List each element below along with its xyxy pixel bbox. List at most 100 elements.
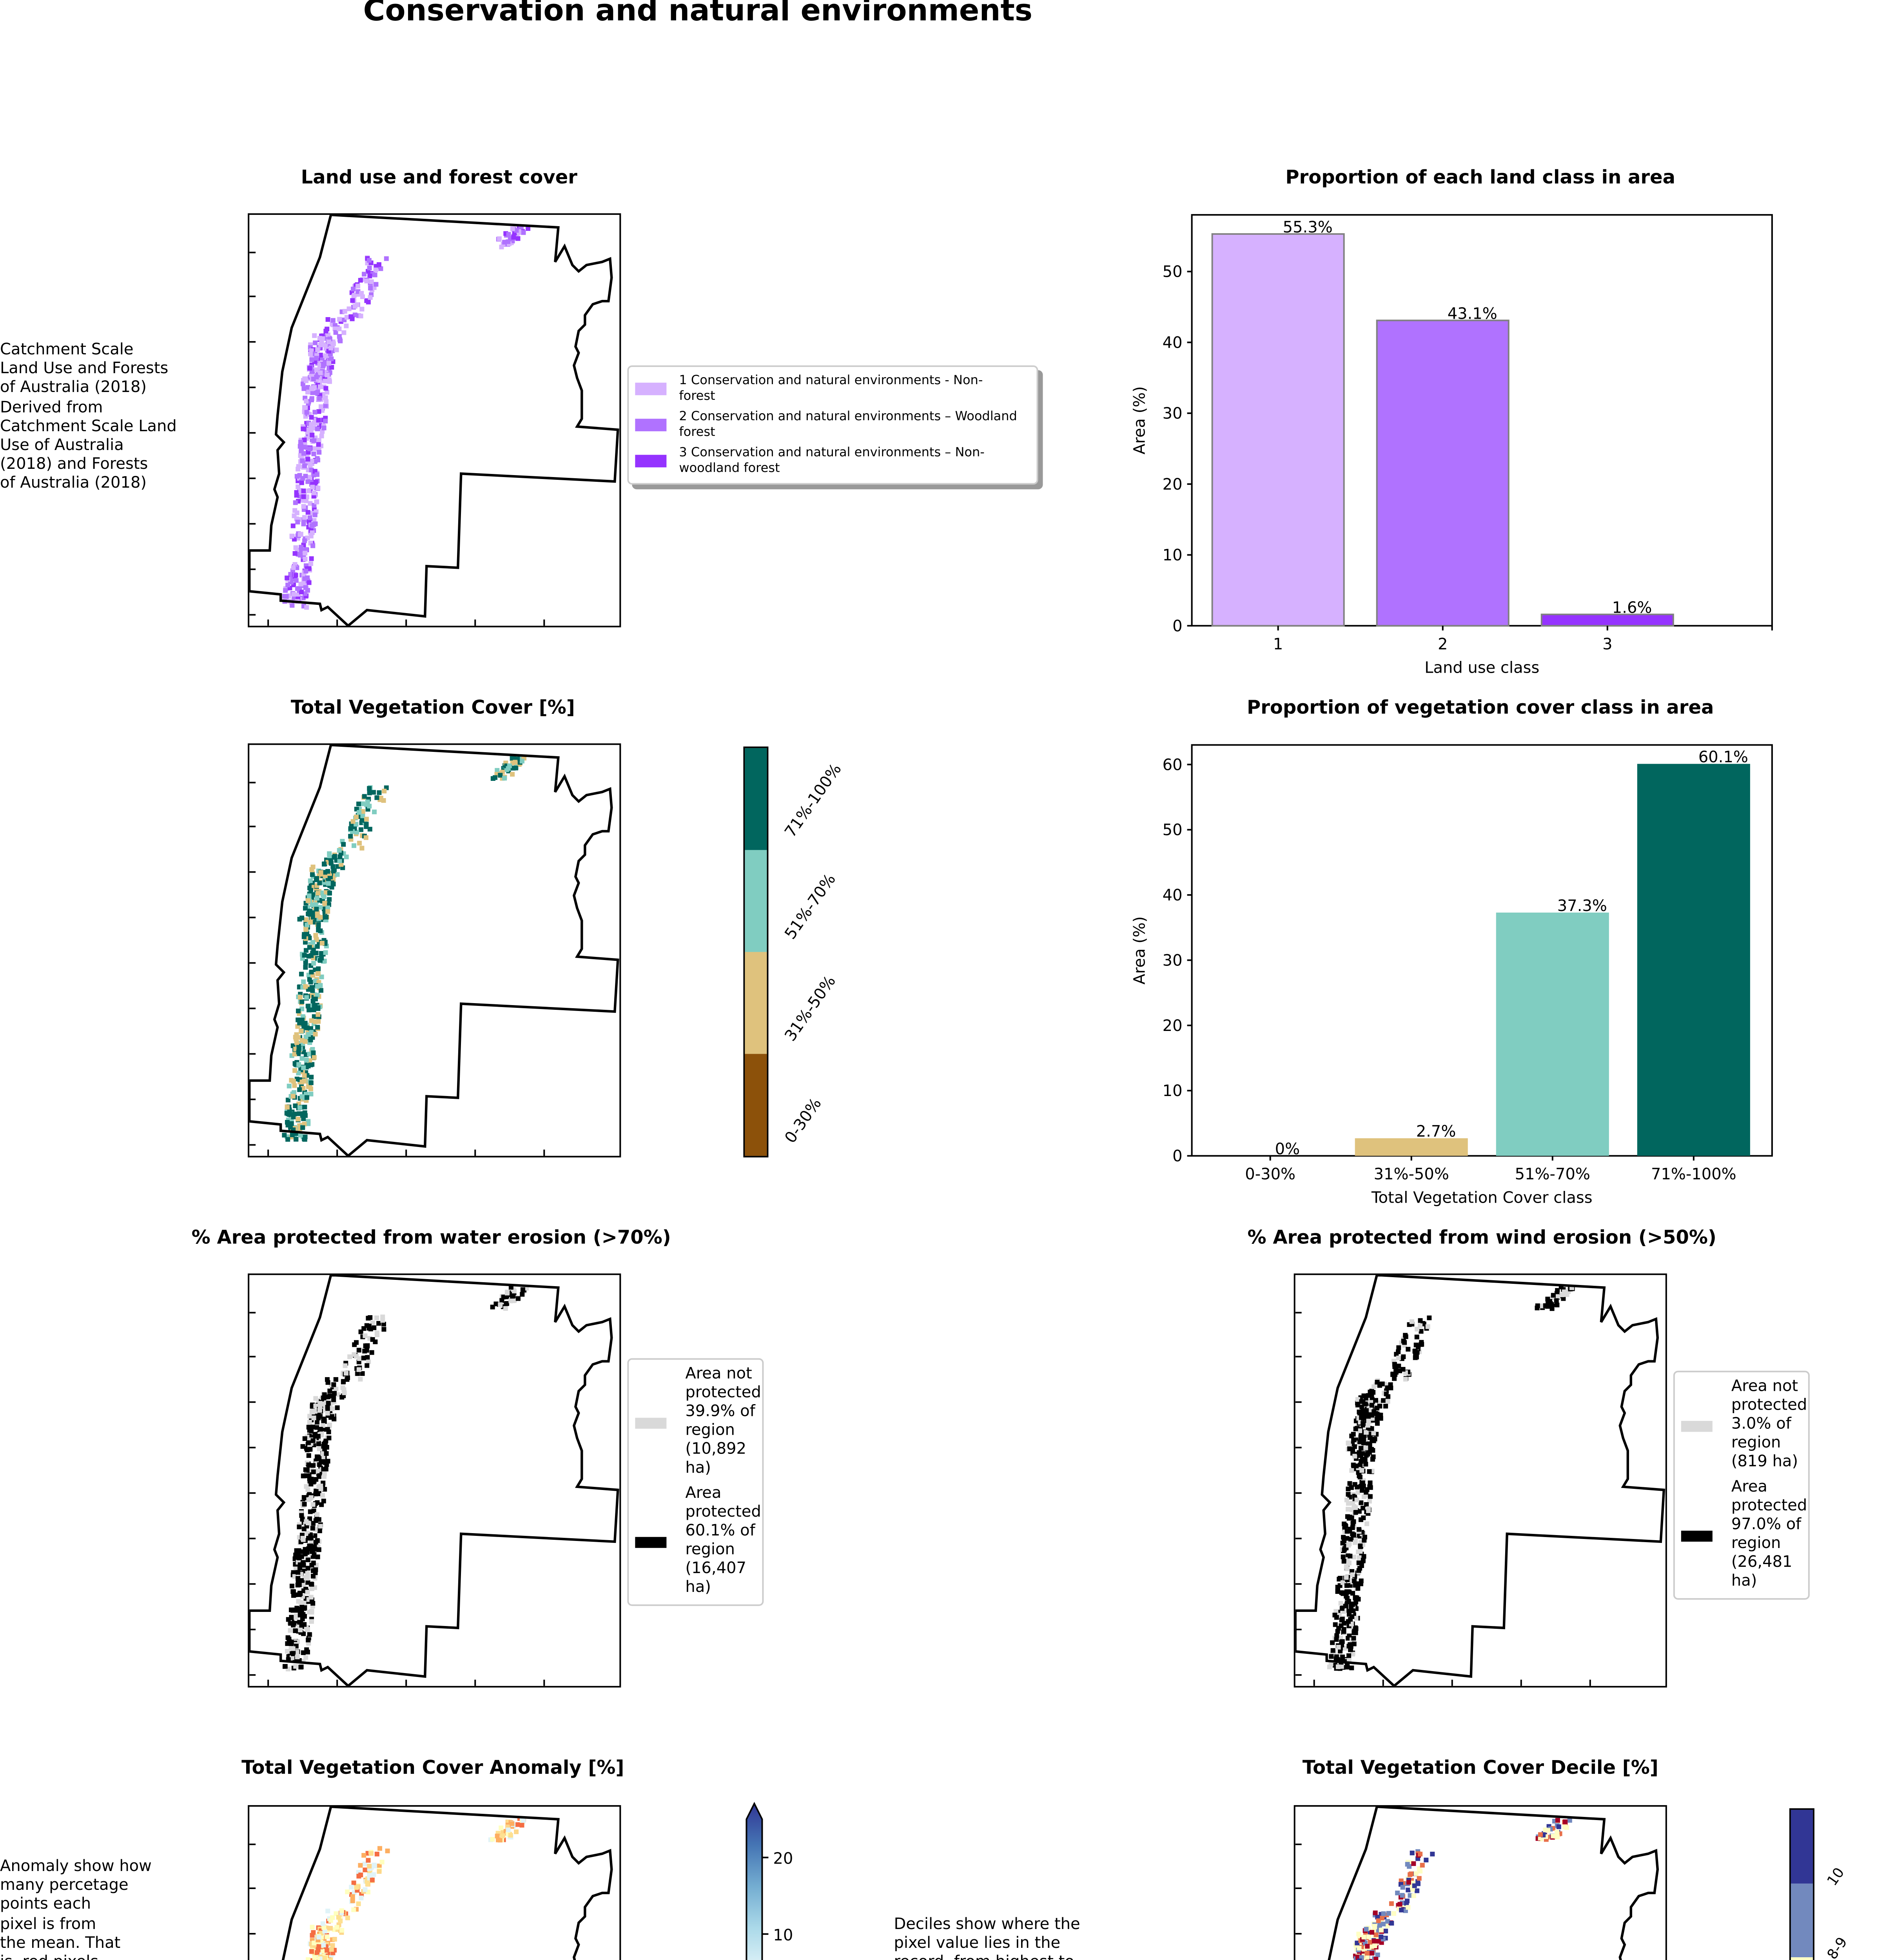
map-pixel [315, 1468, 320, 1474]
map-pixel [1396, 1363, 1401, 1368]
map-pixel [319, 1502, 324, 1507]
map-pixel [302, 463, 307, 468]
map-pixel [1364, 1502, 1369, 1507]
map-pixel [309, 1619, 314, 1624]
map-pixel [306, 488, 311, 494]
map-pixel [330, 1943, 335, 1948]
map-pixel [318, 1401, 323, 1406]
map-pixel [307, 1419, 312, 1425]
map-pixel [1358, 1543, 1363, 1548]
map-pixel [341, 330, 347, 335]
map-pixel [296, 1045, 301, 1051]
map-pixel [303, 1655, 308, 1660]
map-pixel [1420, 1863, 1425, 1868]
map-pixel [1369, 1930, 1374, 1935]
map-pixel [301, 1065, 306, 1070]
map-pixel [1365, 1423, 1370, 1428]
map-pixel [295, 593, 300, 598]
water-erosion-map [248, 1273, 621, 1688]
map-pixel [299, 544, 304, 550]
map-pixel [317, 1414, 323, 1419]
map-pixel [1346, 1486, 1351, 1492]
map-pixel [1335, 1589, 1340, 1594]
map-pixel [302, 515, 307, 520]
map-pixel [1346, 1501, 1351, 1506]
map-pixel [291, 592, 296, 597]
map-pixel [326, 881, 331, 886]
map-pixel [351, 1880, 356, 1886]
decile-map-title: Total Vegetation Cover Decile [%] [1302, 1756, 1658, 1779]
map-pixel [1349, 1665, 1354, 1670]
map-pixel [339, 1908, 344, 1913]
legend-swatch [635, 418, 667, 431]
map-pixel [312, 1014, 317, 1019]
x-tick-label: 71%-100% [1651, 1165, 1736, 1183]
map-pixel [327, 379, 332, 384]
map-pixel [367, 1864, 372, 1869]
map-pixel [1350, 1447, 1355, 1452]
map-pixel [300, 476, 305, 481]
y-tick-label: 20 [1163, 475, 1183, 494]
map-pixel [321, 1925, 327, 1930]
map-pixel [1364, 1430, 1369, 1435]
map-pixel [303, 547, 308, 552]
map-pixel [301, 494, 306, 499]
map-pixel [303, 965, 308, 970]
map-pixel [299, 915, 305, 920]
map-pixel [513, 760, 518, 765]
map-pixel [323, 1466, 328, 1472]
map-pixel [1556, 1824, 1561, 1829]
landclass-bar-chart: 0 10 20 30 40 50 1 55.3% 2 43.1% 31.6% Land use cla… [1131, 214, 1773, 677]
map-pixel [313, 996, 318, 1002]
map-pixel [367, 790, 372, 795]
map-pixel [308, 1091, 314, 1096]
map-pixel [318, 404, 323, 409]
map-pixel [363, 1887, 368, 1892]
water-map-canvas [249, 1275, 619, 1686]
map-pixel [311, 1416, 316, 1421]
map-pixel [338, 338, 343, 343]
map-pixel [296, 1576, 301, 1581]
map-pixel [335, 872, 340, 877]
map-pixel [1354, 1463, 1359, 1468]
map-pixel [375, 1332, 380, 1338]
map-pixel [337, 854, 343, 859]
map-pixel [310, 988, 315, 993]
map-pixel [350, 287, 356, 292]
map-pixel [499, 1298, 504, 1303]
map-pixel [1350, 1602, 1355, 1607]
map-pixel [303, 960, 308, 965]
map-pixel [1355, 1485, 1360, 1490]
map-pixel [307, 515, 312, 520]
data-label: 55.3% [1283, 218, 1333, 236]
map-pixel [306, 1957, 311, 1960]
map-pixel [323, 403, 328, 408]
map-pixel [310, 1463, 316, 1468]
map-pixel [294, 510, 299, 515]
map-pixel [308, 1595, 314, 1600]
map-pixel [316, 409, 321, 414]
map-pixel [287, 1112, 292, 1117]
map-pixel [1399, 1907, 1404, 1913]
map-pixel [312, 1955, 317, 1960]
map-pixel [496, 1837, 501, 1842]
map-pixels [1353, 1818, 1572, 1960]
map-pixel [347, 1354, 352, 1359]
map-pixel [338, 1918, 343, 1924]
map-pixel [309, 1018, 314, 1023]
map-pixel [1379, 1915, 1384, 1920]
map-pixel [310, 1502, 316, 1507]
map-pixel [297, 1111, 302, 1116]
map-pixels [282, 755, 527, 1142]
map-pixel [316, 891, 321, 896]
tvc-map-title: Total Vegetation Cover [%] [290, 696, 575, 719]
map-pixel [303, 591, 308, 596]
map-pixel [349, 1885, 354, 1890]
colorbar-segment [745, 850, 767, 952]
map-pixel [310, 872, 315, 877]
map-pixel [316, 486, 321, 491]
map-pixel [1355, 1586, 1361, 1591]
map-pixel [506, 1828, 511, 1833]
map-pixel [1372, 1924, 1377, 1929]
map-pixel [317, 880, 322, 886]
